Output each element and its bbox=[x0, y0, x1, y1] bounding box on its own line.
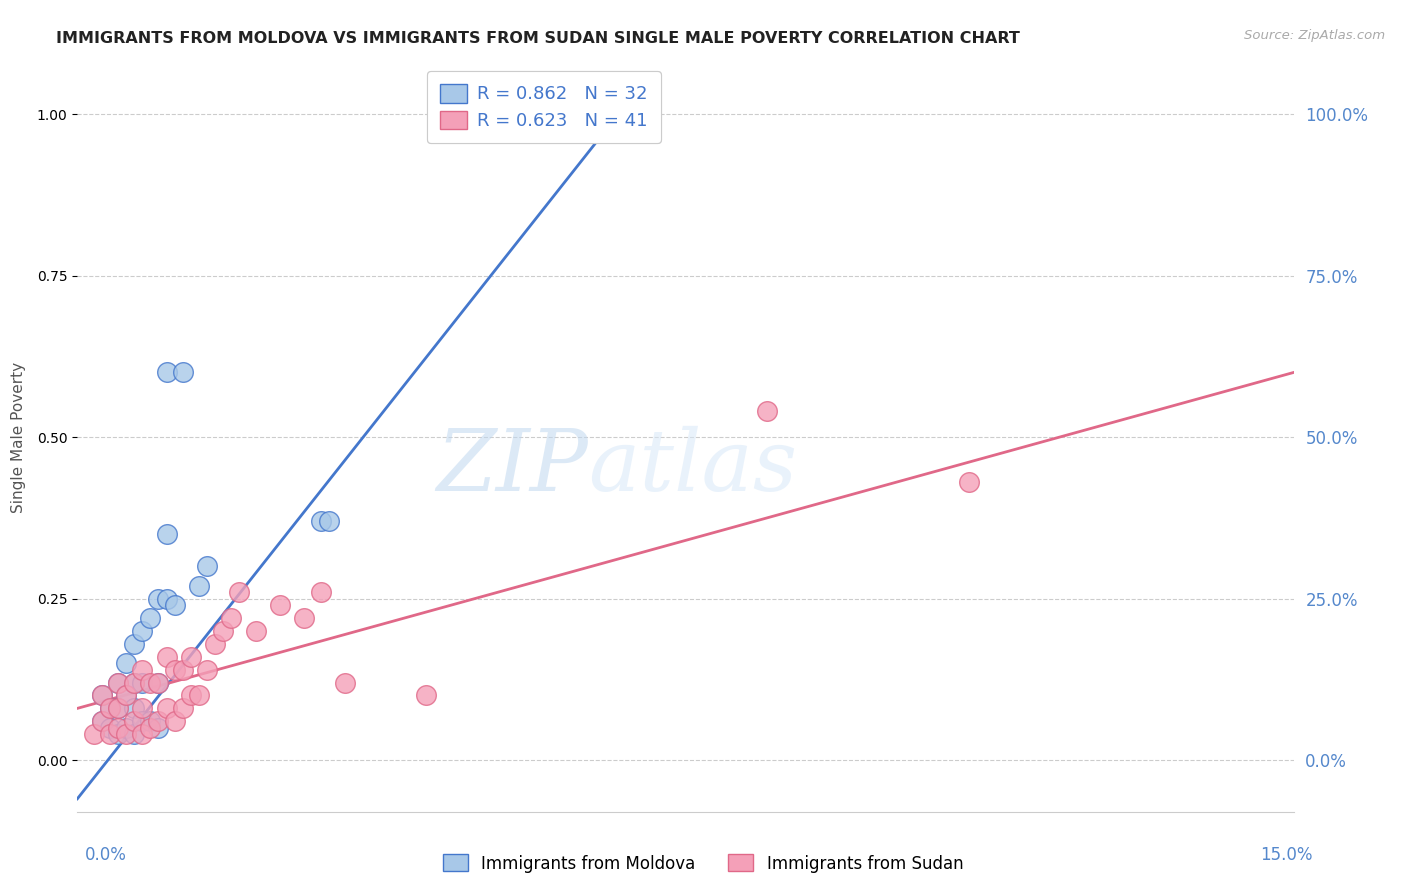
Point bbox=[292, 611, 315, 625]
Point bbox=[163, 663, 186, 677]
Point bbox=[98, 701, 121, 715]
Point bbox=[163, 598, 186, 612]
Point bbox=[172, 366, 194, 380]
Legend: R = 0.862   N = 32, R = 0.623   N = 41: R = 0.862 N = 32, R = 0.623 N = 41 bbox=[427, 71, 661, 143]
Point bbox=[131, 714, 153, 729]
Point bbox=[98, 721, 121, 735]
Y-axis label: Single Male Poverty: Single Male Poverty bbox=[11, 361, 25, 513]
Point bbox=[163, 714, 186, 729]
Point bbox=[155, 701, 177, 715]
Point bbox=[155, 527, 177, 541]
Point bbox=[309, 585, 332, 599]
Point bbox=[148, 675, 170, 690]
Text: atlas: atlas bbox=[588, 425, 797, 508]
Point bbox=[131, 701, 153, 715]
Point bbox=[131, 675, 153, 690]
Point bbox=[122, 701, 145, 715]
Point bbox=[122, 727, 145, 741]
Point bbox=[107, 675, 129, 690]
Point bbox=[245, 624, 267, 638]
Point bbox=[115, 689, 138, 703]
Point bbox=[98, 727, 121, 741]
Point bbox=[90, 689, 112, 703]
Point bbox=[122, 675, 145, 690]
Point bbox=[115, 656, 138, 670]
Point bbox=[90, 714, 112, 729]
Point bbox=[195, 663, 218, 677]
Point bbox=[122, 637, 145, 651]
Point bbox=[98, 701, 121, 715]
Point bbox=[269, 598, 291, 612]
Point bbox=[155, 366, 177, 380]
Point bbox=[415, 689, 437, 703]
Point bbox=[221, 611, 243, 625]
Text: Source: ZipAtlas.com: Source: ZipAtlas.com bbox=[1244, 29, 1385, 42]
Legend: Immigrants from Moldova, Immigrants from Sudan: Immigrants from Moldova, Immigrants from… bbox=[436, 847, 970, 880]
Point bbox=[131, 663, 153, 677]
Point bbox=[107, 675, 129, 690]
Point bbox=[180, 689, 202, 703]
Point bbox=[148, 721, 170, 735]
Point bbox=[318, 514, 340, 528]
Point bbox=[333, 675, 356, 690]
Point bbox=[155, 591, 177, 606]
Point bbox=[115, 689, 138, 703]
Point bbox=[139, 611, 162, 625]
Point bbox=[107, 701, 129, 715]
Point bbox=[155, 649, 177, 664]
Text: 0.0%: 0.0% bbox=[84, 846, 127, 863]
Point bbox=[195, 559, 218, 574]
Point bbox=[204, 637, 226, 651]
Point bbox=[107, 721, 129, 735]
Point bbox=[309, 514, 332, 528]
Point bbox=[172, 663, 194, 677]
Point bbox=[755, 404, 778, 418]
Point bbox=[139, 721, 162, 735]
Text: 15.0%: 15.0% bbox=[1260, 846, 1313, 863]
Text: ZIP: ZIP bbox=[436, 425, 588, 508]
Point bbox=[188, 579, 211, 593]
Point bbox=[188, 689, 211, 703]
Point bbox=[122, 714, 145, 729]
Point bbox=[139, 714, 162, 729]
Point bbox=[148, 714, 170, 729]
Point bbox=[115, 727, 138, 741]
Point bbox=[107, 727, 129, 741]
Point bbox=[617, 107, 640, 121]
Point bbox=[148, 675, 170, 690]
Point bbox=[83, 727, 105, 741]
Point bbox=[212, 624, 235, 638]
Point bbox=[228, 585, 250, 599]
Point bbox=[90, 714, 112, 729]
Point bbox=[107, 701, 129, 715]
Text: IMMIGRANTS FROM MOLDOVA VS IMMIGRANTS FROM SUDAN SINGLE MALE POVERTY CORRELATION: IMMIGRANTS FROM MOLDOVA VS IMMIGRANTS FR… bbox=[56, 31, 1021, 46]
Point bbox=[90, 689, 112, 703]
Point bbox=[172, 701, 194, 715]
Point bbox=[139, 675, 162, 690]
Point bbox=[131, 624, 153, 638]
Point bbox=[148, 591, 170, 606]
Point bbox=[115, 721, 138, 735]
Point bbox=[131, 727, 153, 741]
Point bbox=[180, 649, 202, 664]
Point bbox=[122, 675, 145, 690]
Point bbox=[957, 475, 980, 490]
